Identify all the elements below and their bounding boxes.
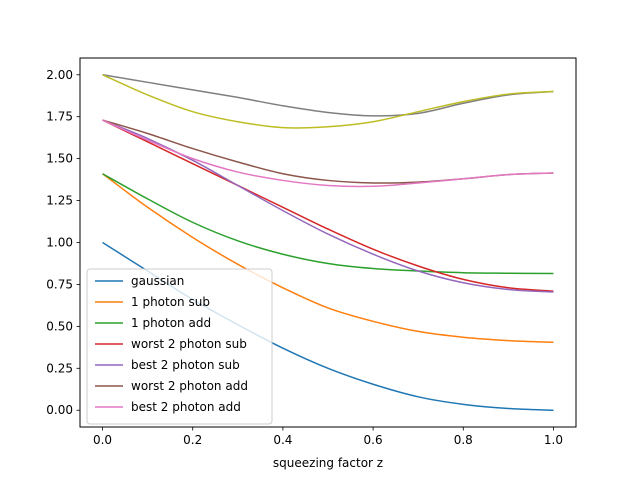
legend-label: best 2 photon sub: [131, 358, 240, 372]
legend-label: 1 photon sub: [131, 295, 210, 309]
series-line-2: [102, 173, 554, 344]
y-tick-label: 1.00: [46, 236, 73, 250]
legend-label: best 2 photon add: [131, 400, 241, 414]
legend-label: worst 2 photon sub: [131, 337, 247, 351]
series-layer: [102, 74, 554, 411]
y-tick-label: 0.00: [46, 403, 73, 417]
series-line-5: [102, 119, 554, 293]
y-tick-label: 1.25: [46, 194, 73, 208]
legend-box: [86, 268, 273, 425]
y-tick-label: 1.50: [46, 152, 73, 166]
x-tick-label: 0.0: [93, 433, 112, 447]
ticks-layer: 0.0 0.2 0.4 0.6 0.8 1.0 0.00 0.25 0.50 0.75 1.00 1.…: [46, 68, 563, 447]
legend-label: 1 photon add: [131, 316, 211, 330]
legend: gaussian 1 photon sub 1 photon add worst 2 …: [86, 268, 273, 425]
y-tick-label: 2.00: [46, 68, 73, 82]
series-line-4: [102, 119, 554, 292]
x-tick-label: 0.2: [183, 433, 202, 447]
y-tick-label: 0.75: [46, 277, 73, 291]
y-tick-label: 0.25: [46, 361, 73, 375]
series-line-6: [102, 119, 554, 184]
x-tick-label: 1.0: [544, 433, 563, 447]
y-tick-label: 1.75: [46, 110, 73, 124]
x-axis-label: squeezing factor z: [273, 456, 383, 470]
series-line-7: [102, 119, 554, 188]
series-line-3: [102, 173, 554, 275]
y-tick-label: 0.50: [46, 319, 73, 333]
legend-label: gaussian: [131, 274, 184, 288]
x-tick-label: 0.8: [454, 433, 473, 447]
x-tick-label: 0.6: [364, 433, 383, 447]
legend-label: worst 2 photon add: [131, 379, 248, 393]
series-line-9: [102, 74, 554, 129]
x-tick-label: 0.4: [273, 433, 292, 447]
series-line-8: [102, 74, 554, 117]
